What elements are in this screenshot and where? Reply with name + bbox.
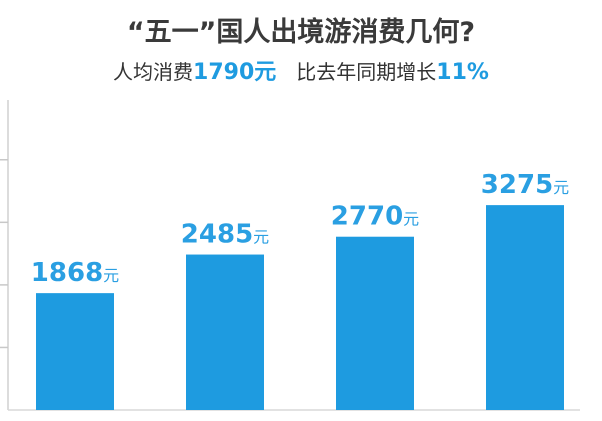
bar (186, 254, 264, 410)
value-label: 3275元 (481, 170, 569, 200)
value-label: 1868元 (31, 258, 119, 288)
bar (336, 236, 414, 410)
chart-title: “五一”国人出境游消费几何? (126, 17, 476, 48)
subtitle-text: 比去年同期增长 (296, 60, 437, 84)
bar (486, 205, 564, 410)
subtitle-highlight: 11% (436, 60, 489, 85)
subtitle-highlight: 1790元 (193, 60, 277, 85)
bar (36, 293, 114, 410)
subtitle-text: 人均消费 (113, 60, 194, 84)
value-label: 2485元 (181, 220, 269, 250)
chart-subtitle: 人均消费1790元 比去年同期增长11% (0, 54, 602, 86)
value-label: 2770元 (331, 202, 419, 232)
